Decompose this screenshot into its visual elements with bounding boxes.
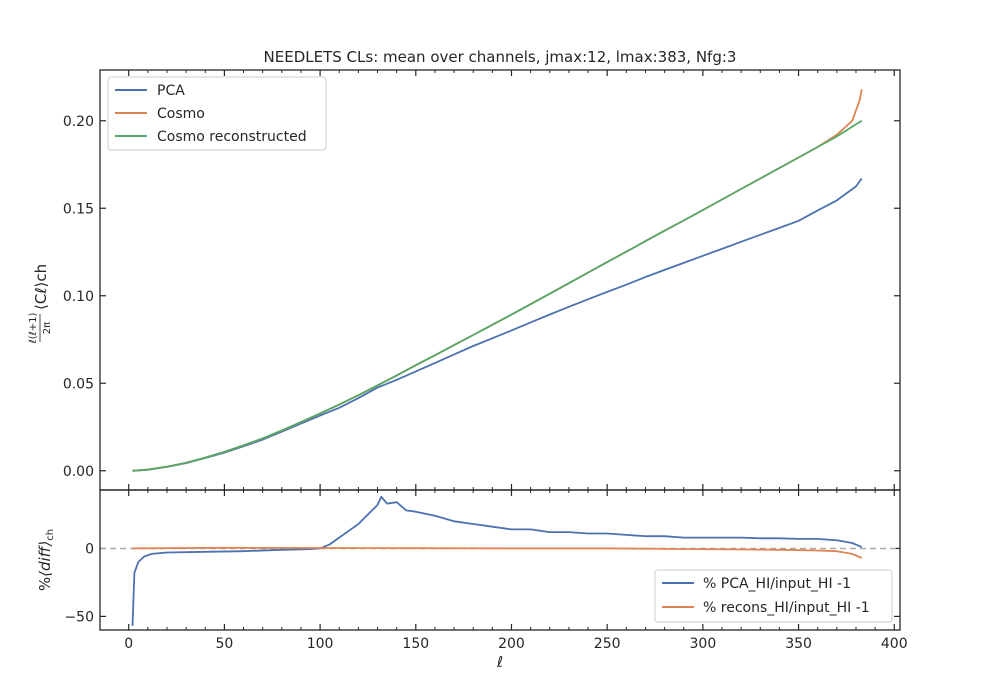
bottom-xtick-label: 0	[124, 636, 133, 652]
top-ytick-label: 0.20	[63, 114, 94, 130]
bottom-xtick-label: 300	[690, 636, 717, 652]
bottom-xtick-label: 50	[215, 636, 233, 652]
bottom-axes-frame	[99, 489, 901, 631]
bottom-ytick-label: −50	[64, 609, 94, 625]
top-axis-ticks: 0.00 0.05 0.10 0.15 0.20	[63, 70, 900, 490]
bottom-xtick-label: 400	[881, 636, 908, 652]
legend-label-cosmo-reconstructed: Cosmo reconstructed	[157, 129, 307, 145]
top-panel: NEEDLETS CLs: mean over channels, jmax:1…	[28, 48, 901, 491]
ylabel-numerator: ℓ(ℓ+1)	[28, 313, 39, 344]
bottom-ylabel-mid: ⟨diff⟩	[36, 541, 54, 577]
top-ytick-label: 0.00	[63, 464, 94, 480]
bottom-axis-ticks: 0 50 100 150 200 250 300 350 400 −50 0	[64, 490, 908, 652]
bottom-xtick-label: 350	[785, 636, 812, 652]
ylabel-denominator: 2π	[42, 322, 53, 334]
top-series-group	[132, 89, 863, 472]
top-series-line-cosmo-reconstructed	[132, 120, 863, 472]
legend-label-pca: PCA	[157, 83, 185, 99]
ylabel-tail: ⟨Cℓ⟩ch	[32, 264, 50, 310]
legend-label-pca-diff: % PCA_HI/input_HI -1	[703, 576, 851, 592]
bottom-legend-box	[654, 569, 893, 623]
legend-label-cosmo: Cosmo	[157, 106, 205, 122]
bottom-ytick-label: 0	[85, 541, 94, 557]
bottom-xlabel: ℓ	[496, 653, 503, 671]
bottom-series-line-recons-hi-input-hi-1	[132, 546, 863, 559]
bottom-xtick-label: 150	[402, 636, 429, 652]
bottom-ylabel-prefix: %	[36, 577, 54, 591]
bottom-ylabel-sub: ch	[45, 529, 56, 541]
bottom-xtick-label: 250	[594, 636, 621, 652]
top-ytick-label: 0.05	[63, 376, 94, 392]
top-legend-box	[107, 76, 327, 151]
bottom-xtick-label: 100	[307, 636, 334, 652]
top-legend: PCA Cosmo Cosmo reconstructed	[107, 76, 327, 151]
top-ytick-label: 0.10	[63, 289, 94, 305]
bottom-ylabel: %⟨diff⟩ch	[36, 529, 56, 591]
bottom-series-line-pca-hi-input-hi-1	[131, 495, 863, 626]
bottom-legend: % PCA_HI/input_HI -1 % recons_HI/input_H…	[654, 569, 893, 623]
top-ylabel: ℓ(ℓ+1) 2π ⟨Cℓ⟩ch	[28, 264, 53, 344]
top-ytick-label: 0.15	[63, 201, 94, 217]
bottom-xtick-label: 200	[498, 636, 525, 652]
top-series-line-pca	[132, 177, 863, 472]
bottom-ylabel-text: %⟨diff⟩ch	[36, 529, 56, 591]
bottom-series-group	[131, 495, 863, 626]
bottom-panel: 0 50 100 150 200 250 300 350 400 −50 0 ℓ %⟨diff⟩ch…	[36, 489, 908, 671]
chart-title: NEEDLETS CLs: mean over channels, jmax:1…	[264, 48, 737, 66]
legend-label-recons-diff: % recons_HI/input_HI -1	[703, 600, 870, 616]
